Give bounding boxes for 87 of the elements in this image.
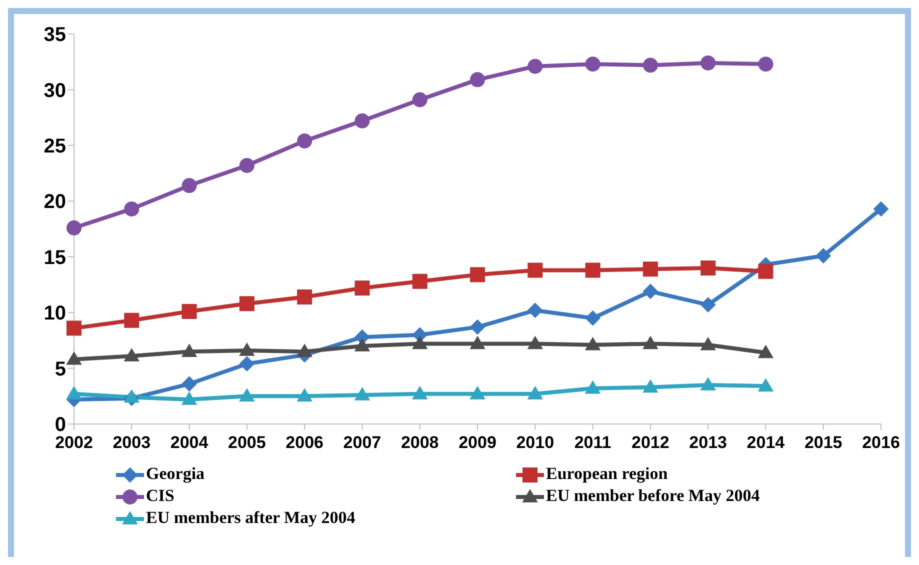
- point: [297, 289, 312, 304]
- x-tick-label: 2012: [632, 433, 670, 452]
- point: [528, 336, 543, 350]
- x-tick-label: 2008: [400, 433, 439, 452]
- point: [182, 304, 197, 319]
- x-tick-label: 2004: [170, 433, 209, 452]
- x-tick-label: 2009: [458, 433, 496, 452]
- point: [354, 388, 370, 400]
- point: [528, 262, 543, 278]
- point: [816, 248, 831, 264]
- point: [66, 220, 82, 236]
- point: [528, 58, 543, 74]
- x-tick-label: 2011: [574, 433, 612, 452]
- point: [528, 386, 543, 400]
- point: [239, 296, 254, 312]
- legend-label: EU members after May 2004: [145, 508, 356, 528]
- point: [585, 262, 600, 278]
- y-tick-label: 20: [44, 191, 66, 214]
- point: [642, 284, 658, 299]
- point: [642, 380, 658, 393]
- point: [874, 201, 888, 216]
- point: [66, 320, 82, 336]
- point: [585, 337, 600, 350]
- point: [470, 72, 485, 88]
- point: [412, 274, 428, 289]
- point: [470, 320, 485, 335]
- point: [66, 386, 82, 400]
- point: [297, 344, 312, 357]
- point: [412, 336, 428, 350]
- x-tick-label: 2010: [516, 433, 554, 452]
- point: [412, 92, 428, 108]
- point: [700, 337, 716, 350]
- point: [354, 113, 370, 128]
- point: [182, 178, 197, 194]
- point: [642, 58, 658, 73]
- point: [528, 302, 543, 318]
- y-tick-label: 15: [44, 246, 66, 269]
- x-tick-label: 2013: [689, 433, 727, 452]
- point: [585, 56, 600, 72]
- x-tick-label: 2016: [862, 433, 900, 452]
- point: [700, 297, 716, 312]
- point: [470, 336, 485, 350]
- point: [182, 344, 197, 357]
- point: [470, 386, 485, 400]
- point: [239, 388, 254, 402]
- point: [297, 388, 312, 402]
- point: [642, 336, 658, 350]
- point: [66, 352, 82, 365]
- point: [239, 356, 254, 372]
- point: [124, 201, 140, 216]
- legend-label: European region: [545, 464, 669, 484]
- point: [700, 378, 716, 390]
- y-tick-label: 35: [44, 24, 66, 46]
- legend-label: EU member before May 2004: [545, 486, 761, 506]
- point: [470, 267, 485, 282]
- x-tick-label: 2006: [286, 433, 324, 452]
- point: [354, 338, 370, 352]
- point: [239, 342, 254, 356]
- legend-label: Georgia: [145, 464, 206, 484]
- point: [354, 280, 370, 296]
- point: [758, 264, 774, 279]
- point: [124, 312, 140, 328]
- point: [585, 310, 600, 326]
- point: [758, 378, 774, 392]
- point: [182, 376, 197, 392]
- x-tick-label: 2007: [343, 433, 382, 452]
- point: [642, 262, 658, 277]
- point: [124, 390, 140, 403]
- y-tick-label: 30: [44, 80, 66, 102]
- legend-label: CIS: [145, 486, 176, 506]
- point: [758, 56, 774, 72]
- y-tick-label: 10: [44, 302, 66, 325]
- point: [124, 348, 140, 362]
- x-tick-label: 2015: [804, 433, 842, 452]
- point: [700, 55, 716, 70]
- point: [297, 133, 312, 148]
- point: [700, 260, 716, 276]
- point: [412, 386, 428, 400]
- point: [585, 380, 600, 394]
- point: [182, 392, 197, 405]
- y-tick-label: 25: [44, 136, 66, 158]
- point: [758, 345, 774, 358]
- point: [239, 158, 254, 173]
- x-tick-label: 2005: [228, 433, 266, 452]
- y-tick-label: 5: [54, 358, 66, 380]
- x-tick-label: 2014: [746, 433, 786, 452]
- x-tick-label: 2003: [112, 433, 151, 452]
